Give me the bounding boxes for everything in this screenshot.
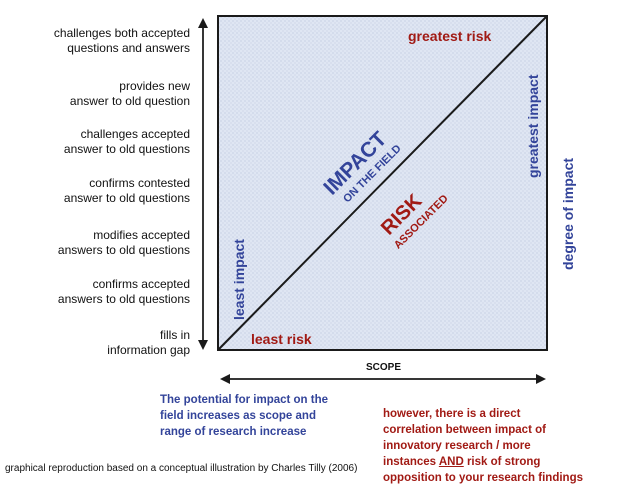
- greatest-impact-label: greatest impact: [525, 74, 541, 178]
- level-label-7: fills in information gap: [107, 328, 190, 357]
- and-emphasis: AND: [438, 456, 464, 468]
- level-label-3: challenges accepted answer to old questi…: [63, 127, 190, 156]
- impact-note: The potential for impact on the field in…: [160, 394, 329, 438]
- least-risk-label: least risk: [251, 331, 312, 347]
- level-label-2: provides new answer to old question: [69, 79, 190, 108]
- degree-of-impact-label: degree of impact: [560, 158, 576, 270]
- diagonal-line: [217, 15, 548, 351]
- risk-note: however, there is a direct correlation b…: [383, 390, 583, 486]
- level-label-4: confirms contested answer to old questio…: [63, 176, 190, 205]
- least-impact-label: least impact: [231, 239, 247, 320]
- scope-label: SCOPE: [366, 362, 401, 373]
- source-credit: graphical reproduction based on a concep…: [5, 463, 358, 474]
- level-label-6: confirms accepted answers to old questio…: [57, 277, 190, 306]
- level-label-1: challenges both accepted questions and a…: [53, 26, 190, 55]
- greatest-risk-label: greatest risk: [408, 28, 491, 44]
- level-label-5: modifies accepted answers to old questio…: [57, 228, 190, 257]
- risk-note-text: however, there is a direct correlation b…: [383, 408, 583, 484]
